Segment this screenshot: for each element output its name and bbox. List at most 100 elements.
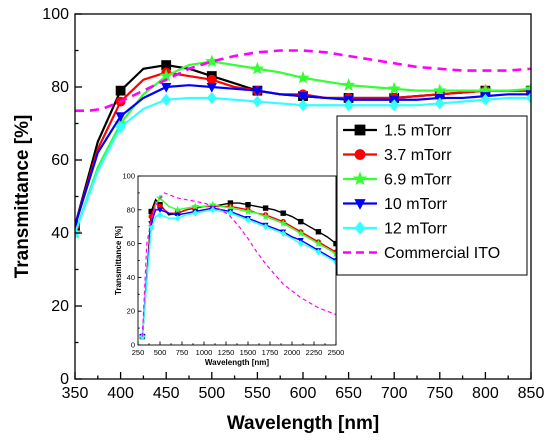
legend-label-6-9-mtorr: 6.9 mTorr <box>384 172 452 189</box>
main-x-tick-label: 700 <box>381 385 408 402</box>
main-y-tick-label: 100 <box>42 6 69 23</box>
main-point-1-5-mtorr <box>115 85 126 96</box>
inset-point-6-9-mtorr <box>191 202 200 210</box>
inset-point-6-9-mtorr <box>314 239 323 247</box>
main-y-tick-label: 40 <box>51 225 69 242</box>
inset-point-6-9-mtorr <box>173 205 182 214</box>
main-x-tick-label: 400 <box>107 385 134 402</box>
inset-point-12-mtorr <box>148 225 155 232</box>
main-point-10-mtorr <box>206 83 217 93</box>
inset-y-tick-label: 60 <box>127 239 135 248</box>
inset-x-tick-label: 250 <box>132 348 145 357</box>
main-point-6-9-mtorr <box>387 81 401 95</box>
inset-series-group <box>138 192 336 340</box>
legend-label-1-5-mtorr: 1.5 mTorr <box>384 123 452 140</box>
main-x-tick-label: 550 <box>244 385 271 402</box>
inset-point-12-mtorr <box>297 240 304 247</box>
inset-y-axis-title: Transmittance [%] <box>114 226 123 295</box>
inset-point-1-5-mtorr <box>315 229 322 235</box>
inset-point-12-mtorr <box>280 230 287 237</box>
inset-plot-area <box>138 176 336 345</box>
inset-point-12-mtorr <box>209 206 216 214</box>
inset-x-tick-label: 750 <box>176 348 189 357</box>
main-x-tick-label: 500 <box>198 385 225 402</box>
inset-x-tick-label: 2000 <box>284 348 301 357</box>
inset-point-12-mtorr <box>333 258 336 266</box>
legend-label-12-mtorr: 12 mTorr <box>384 221 448 238</box>
main-x-tick-label: 600 <box>290 385 317 402</box>
inset-y-tick-label: 100 <box>122 172 135 181</box>
inset-point-12-mtorr <box>315 248 322 256</box>
legend-marker-3-7-mtorr <box>354 149 366 160</box>
main-x-tick-label: 800 <box>472 385 499 402</box>
legend-label-commercial-ito: Commercial ITO <box>384 245 500 262</box>
main-series-group <box>75 49 531 240</box>
main-y-tick-label: 0 <box>60 371 69 388</box>
inset-series-line-commercial-ito <box>141 192 336 337</box>
main-point-6-9-mtorr <box>296 70 310 84</box>
main-y-tick-label: 60 <box>51 152 69 169</box>
main-y-axis-title: Transmittance [%] <box>12 115 33 279</box>
inset-point-12-mtorr <box>245 216 251 224</box>
main-point-12-mtorr <box>343 99 354 112</box>
inset-x-tick-label: 1250 <box>218 348 235 357</box>
main-point-12-mtorr <box>389 99 400 112</box>
main-x-tick-label: 350 <box>62 385 89 402</box>
main-point-12-mtorr <box>252 95 263 108</box>
legend-label-10-mtorr: 10 mTorr <box>384 196 448 213</box>
main-point-12-mtorr <box>434 97 445 110</box>
legend-label-3-7-mtorr: 3.7 mTorr <box>384 147 452 164</box>
inset-point-12-mtorr <box>174 214 181 222</box>
inset-y-tick-label: 20 <box>127 307 135 316</box>
inset-point-12-mtorr <box>157 211 163 219</box>
inset-y-tick-label: 0 <box>131 341 135 350</box>
inset-point-6-9-mtorr <box>261 212 270 220</box>
legend-marker-12-mtorr <box>354 221 366 235</box>
inset-point-12-mtorr <box>262 223 269 231</box>
main-x-tick-label: 850 <box>518 385 545 402</box>
main-point-12-mtorr <box>206 91 217 104</box>
legend-marker-6-9-mtorr <box>352 171 368 186</box>
main-x-tick-label: 750 <box>426 385 453 402</box>
main-point-3-7-mtorr <box>206 74 217 85</box>
legend-marker-1-5-mtorr <box>354 124 366 136</box>
main-y-tick-label: 20 <box>51 298 69 315</box>
inset-point-1-5-mtorr <box>280 210 286 216</box>
inset-x-tick-label: 1000 <box>196 348 213 357</box>
main-x-tick-label: 650 <box>335 385 362 402</box>
main-point-6-9-mtorr <box>250 61 265 75</box>
main-point-12-mtorr <box>115 121 126 134</box>
inset-y-tick-label: 80 <box>127 205 135 214</box>
main-x-tick-label: 450 <box>153 385 180 402</box>
main-point-12-mtorr <box>480 93 491 106</box>
inset-x-tick-label: 500 <box>154 348 167 357</box>
inset-point-6-9-mtorr <box>332 249 336 258</box>
inset-point-6-9-mtorr <box>279 219 288 227</box>
inset-x-tick-label: 2250 <box>306 348 323 357</box>
main-point-12-mtorr <box>525 91 531 104</box>
inset-y-tick-label: 40 <box>127 273 135 282</box>
inset-point-1-5-mtorr <box>298 218 304 225</box>
main-y-tick-label: 80 <box>51 79 69 96</box>
inset-x-tick-label: 1500 <box>240 348 257 357</box>
inset-point-1-5-mtorr <box>262 205 269 211</box>
legend-box <box>336 115 528 276</box>
inset-point-12-mtorr <box>192 209 199 217</box>
inset-point-6-9-mtorr <box>296 229 305 237</box>
inset-point-1-5-mtorr <box>333 240 336 247</box>
inset-plot: 250 500 750 1000 1250 1500 1750 2000 2250 2500 0 20… <box>114 172 344 368</box>
main-point-6-9-mtorr <box>341 78 356 91</box>
main-series-line-commercial-ito <box>75 49 531 113</box>
main-point-10-mtorr <box>115 112 126 123</box>
main-point-10-mtorr <box>161 83 172 93</box>
main-point-12-mtorr <box>297 99 309 112</box>
main-x-axis-title: Wavelength [nm] <box>227 413 379 434</box>
inset-point-6-9-mtorr <box>244 207 252 215</box>
inset-x-tick-label: 2500 <box>328 348 345 357</box>
inset-point-10-mtorr <box>157 207 163 214</box>
legend-marker-10-mtorr <box>354 199 366 210</box>
inset-x-tick-label: 1750 <box>262 348 279 357</box>
inset-x-axis-title: Wavelength [nm] <box>205 358 269 367</box>
main-point-12-mtorr <box>161 93 172 106</box>
